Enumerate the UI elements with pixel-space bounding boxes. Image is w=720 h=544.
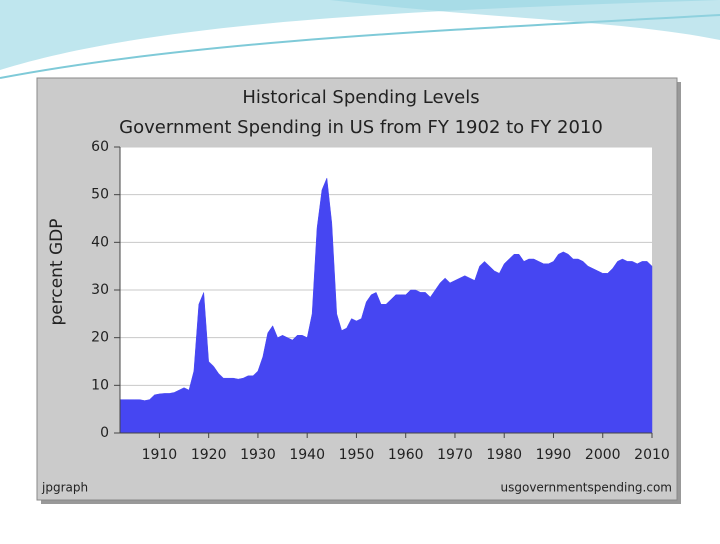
x-tick-label: 1940 — [289, 447, 325, 463]
y-tick-label: 20 — [91, 330, 109, 346]
x-tick-label: 1970 — [437, 447, 473, 463]
x-tick-label: 1950 — [339, 447, 375, 463]
y-tick-label: 10 — [91, 377, 109, 393]
swoosh — [330, 0, 720, 40]
x-tick-label: 1920 — [191, 447, 227, 463]
swoosh — [0, 0, 720, 70]
y-tick-label: 50 — [91, 187, 109, 203]
x-tick-label: 2000 — [585, 447, 621, 463]
chart-subtitle: Government Spending in US from FY 1902 t… — [119, 117, 603, 138]
x-tick-label: 1910 — [142, 447, 178, 463]
footer-right: usgovernmentspending.com — [501, 481, 673, 495]
y-tick-label: 0 — [100, 425, 109, 441]
x-tick-label: 2010 — [634, 447, 670, 463]
x-tick-label: 1960 — [388, 447, 424, 463]
marks — [119, 177, 653, 434]
y-tick-label: 60 — [91, 139, 109, 155]
ticks: 0 10 20 30 40 50 60 1910 1920 1930 1940 1950 1960 197… — [91, 139, 670, 463]
y-tick-label: 40 — [91, 234, 109, 250]
chart-title: Historical Spending Levels — [242, 87, 479, 108]
x-tick-label: 1930 — [240, 447, 276, 463]
x-tick-label: 1990 — [536, 447, 572, 463]
x-tick-label: 1980 — [486, 447, 522, 463]
footer-left: jpgraph — [41, 481, 88, 495]
y-axis-label: percent GDP — [47, 218, 67, 325]
y-tick-label: 30 — [91, 282, 109, 298]
area — [119, 177, 653, 434]
